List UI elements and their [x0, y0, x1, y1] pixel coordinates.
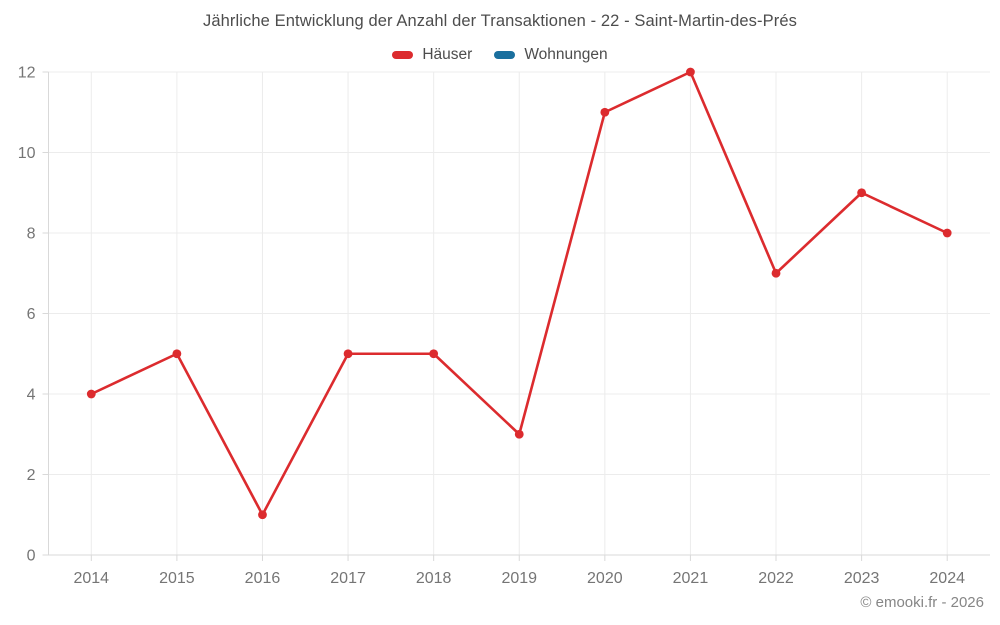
y-tick-label: 12: [18, 65, 36, 82]
data-point-häuser-2019: [514, 429, 524, 439]
x-tick-label: 2014: [73, 570, 109, 587]
x-tick-label: 2017: [330, 570, 366, 587]
x-tick-label: 2022: [758, 570, 794, 587]
legend: Häuser Wohnungen: [0, 46, 1000, 64]
x-tick-label: 2021: [673, 570, 709, 587]
y-tick-label: 8: [27, 226, 36, 243]
x-tick-label: 2015: [159, 570, 195, 587]
legend-label-wohnungen: Wohnungen: [524, 46, 608, 63]
y-tick-label: 2: [27, 467, 36, 484]
data-point-häuser-2017: [343, 349, 353, 359]
y-tick-label: 4: [27, 387, 36, 404]
y-tick-label: 10: [18, 145, 36, 162]
x-tick-label: 2024: [929, 570, 965, 587]
x-tick-label: 2020: [587, 570, 623, 587]
legend-label-haeuser: Häuser: [422, 46, 473, 63]
data-point-häuser-2018: [429, 349, 439, 359]
data-point-häuser-2021: [686, 67, 695, 77]
legend-swatch-wohnungen-icon: [494, 51, 516, 59]
data-point-häuser-2023: [857, 188, 867, 198]
data-point-häuser-2020: [600, 107, 610, 117]
data-point-häuser-2024: [942, 228, 952, 238]
copyright-footer: © emooki.fr - 2026: [860, 594, 984, 611]
data-point-häuser-2015: [172, 349, 182, 359]
data-point-häuser-2016: [258, 510, 267, 520]
x-tick-label: 2019: [501, 570, 537, 587]
x-tick-label: 2018: [416, 570, 452, 587]
data-point-häuser-2022: [771, 268, 781, 278]
chart-title: Jährliche Entwicklung der Anzahl der Tra…: [203, 12, 797, 30]
data-point-häuser-2014: [86, 389, 96, 399]
x-tick-label: 2016: [245, 570, 281, 587]
y-tick-label: 6: [27, 306, 36, 323]
x-tick-label: 2023: [844, 570, 880, 587]
legend-swatch-haeuser-icon: [392, 51, 414, 59]
y-tick-label: 0: [27, 548, 36, 565]
legend-item-wohnungen[interactable]: Wohnungen: [494, 46, 608, 64]
legend-item-haeuser[interactable]: Häuser: [392, 46, 472, 64]
